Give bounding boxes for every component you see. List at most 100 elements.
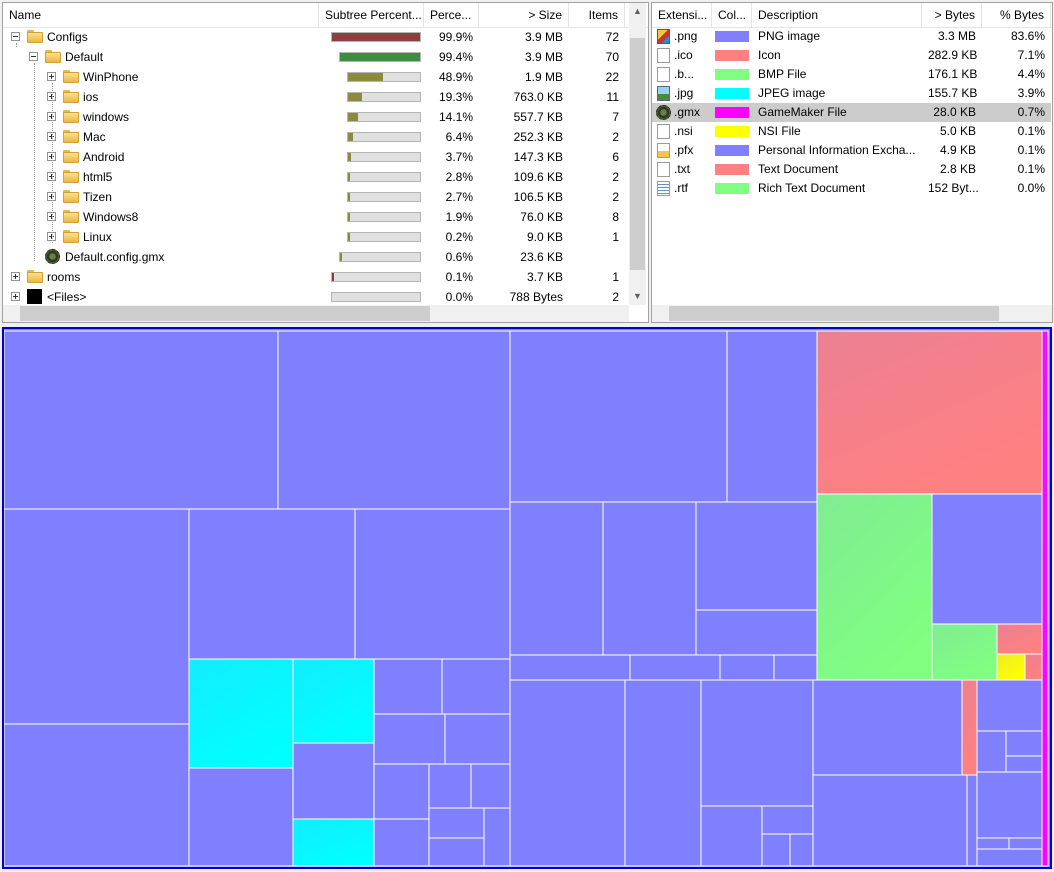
treemap-png-tile[interactable] [470, 763, 511, 809]
treemap-bmp-tile[interactable] [931, 623, 998, 681]
treemap-ico-tile[interactable] [816, 330, 1043, 495]
treemap-png-tile[interactable] [695, 609, 818, 656]
col-subtree-percent-header[interactable]: Subtree Percent... [319, 3, 424, 27]
treemap-png-tile[interactable] [428, 763, 472, 809]
col-description-header[interactable]: Description [752, 3, 922, 27]
treemap-png-tile[interactable] [966, 774, 978, 867]
treemap-png-tile[interactable] [976, 771, 1043, 839]
treemap-png-tile[interactable] [354, 508, 511, 660]
treemap-png-tile[interactable] [4, 723, 190, 867]
treemap-view[interactable] [2, 327, 1052, 869]
treemap-png-tile[interactable] [292, 742, 375, 820]
extension-horizontal-scrollbar[interactable] [652, 305, 1052, 322]
treemap-png-tile[interactable] [188, 767, 294, 867]
treemap-png-tile[interactable] [773, 654, 818, 681]
treemap-png-tile[interactable] [1005, 755, 1043, 773]
tree-row[interactable]: Default 99.4% 3.9 MB 70 [3, 47, 629, 67]
col-percent-header[interactable]: Perce... [424, 3, 479, 27]
extension-row[interactable]: .nsi NSI File 5.0 KB 0.1% [652, 122, 1051, 141]
treemap-ico-tile[interactable] [961, 679, 978, 776]
tree-row[interactable]: html5 2.8% 109.6 KB 2 [3, 167, 629, 187]
tree-row[interactable]: WinPhone 48.9% 1.9 MB 22 [3, 67, 629, 87]
treemap-png-tile[interactable] [483, 807, 511, 867]
tree-row[interactable]: Tizen 2.7% 106.5 KB 2 [3, 187, 629, 207]
col-size-header[interactable]: > Size [479, 3, 569, 27]
treemap-canvas[interactable] [4, 329, 1050, 867]
treemap-png-tile[interactable] [629, 654, 721, 681]
treemap-png-tile[interactable] [373, 658, 443, 715]
treemap-gmx-tile[interactable] [1041, 330, 1049, 867]
treemap-ico-tile[interactable] [1024, 653, 1043, 681]
tree-vscroll-thumb[interactable] [630, 38, 645, 270]
extension-list-pane[interactable]: Extensi... Col... Description > Bytes % … [651, 2, 1053, 323]
expand-icon[interactable] [47, 232, 56, 241]
col-name-header[interactable]: Name [3, 3, 319, 27]
treemap-png-tile[interactable] [695, 501, 818, 611]
treemap-png-tile[interactable] [976, 730, 1007, 773]
extension-row[interactable]: .gmx GameMaker File 28.0 KB 0.7% [652, 103, 1051, 122]
extension-row[interactable]: .txt Text Document 2.8 KB 0.1% [652, 160, 1051, 179]
treemap-png-tile[interactable] [624, 679, 702, 867]
collapse-icon[interactable] [29, 52, 38, 61]
extension-row[interactable]: .png PNG image 3.3 MB 83.6% [652, 27, 1051, 46]
col-color-header[interactable]: Col... [712, 3, 752, 27]
tree-vertical-scrollbar[interactable]: ▲ ▼ [629, 3, 646, 305]
treemap-png-tile[interactable] [509, 679, 626, 867]
extension-row[interactable]: .rtf Rich Text Document 152 Byt... 0.0% [652, 179, 1051, 198]
treemap-png-tile[interactable] [931, 493, 1043, 625]
expand-icon[interactable] [47, 172, 56, 181]
treemap-png-tile[interactable] [4, 330, 279, 510]
tree-row[interactable]: rooms 0.1% 3.7 KB 1 [3, 267, 629, 287]
treemap-jpg-tile[interactable] [292, 818, 375, 867]
treemap-png-tile[interactable] [373, 763, 430, 820]
expand-icon[interactable] [47, 112, 56, 121]
treemap-png-tile[interactable] [373, 713, 446, 765]
treemap-png-tile[interactable] [700, 679, 814, 807]
expand-icon[interactable] [47, 192, 56, 201]
treemap-png-tile[interactable] [789, 833, 814, 867]
tree-row[interactable]: Mac 6.4% 252.3 KB 2 [3, 127, 629, 147]
treemap-png-tile[interactable] [761, 805, 814, 835]
treemap-png-tile[interactable] [812, 679, 963, 776]
scroll-up-arrow-icon[interactable]: ▲ [633, 6, 642, 16]
treemap-png-tile[interactable] [373, 818, 430, 867]
directory-tree-pane[interactable]: Name Subtree Percent... Perce... > Size … [2, 2, 649, 323]
treemap-png-tile[interactable] [726, 330, 818, 503]
treemap-ico-tile[interactable] [996, 623, 1043, 655]
treemap-png-tile[interactable] [976, 848, 1043, 867]
tree-horizontal-scrollbar[interactable] [3, 305, 629, 322]
treemap-png-tile[interactable] [602, 501, 697, 656]
treemap-png-tile[interactable] [976, 679, 1043, 732]
treemap-bmp-tile[interactable] [816, 493, 933, 681]
treemap-png-tile[interactable] [976, 837, 1010, 850]
tree-row[interactable]: ios 19.3% 763.0 KB 11 [3, 87, 629, 107]
col-bytes-header[interactable]: > Bytes [922, 3, 982, 27]
treemap-png-tile[interactable] [441, 658, 511, 715]
extension-row[interactable]: .b... BMP File 176.1 KB 4.4% [652, 65, 1051, 84]
extension-row[interactable]: .pfx Personal Information Excha... 4.9 KB 0… [652, 141, 1051, 160]
treemap-png-tile[interactable] [188, 508, 356, 660]
col-percent-bytes-header[interactable]: % Bytes [982, 3, 1051, 27]
treemap-png-tile[interactable] [719, 654, 775, 681]
treemap-png-tile[interactable] [4, 508, 190, 725]
tree-row[interactable]: Configs 99.9% 3.9 MB 72 [3, 27, 629, 47]
treemap-png-tile[interactable] [428, 807, 485, 839]
treemap-png-tile[interactable] [444, 713, 511, 765]
tree-row[interactable]: windows 14.1% 557.7 KB 7 [3, 107, 629, 127]
expand-icon[interactable] [47, 132, 56, 141]
treemap-png-tile[interactable] [1008, 837, 1043, 850]
extension-hscroll-thumb[interactable] [669, 306, 999, 321]
expand-icon[interactable] [47, 72, 56, 81]
tree-row[interactable]: Default.config.gmx 0.6% 23.6 KB [3, 247, 629, 267]
expand-icon[interactable] [11, 292, 20, 301]
col-items-header[interactable]: Items [569, 3, 625, 27]
treemap-png-tile[interactable] [1005, 730, 1043, 757]
treemap-nsi-tile[interactable] [996, 653, 1026, 681]
treemap-png-tile[interactable] [509, 501, 604, 656]
collapse-icon[interactable] [11, 32, 20, 41]
tree-row[interactable]: Linux 0.2% 9.0 KB 1 [3, 227, 629, 247]
extension-row[interactable]: .ico Icon 282.9 KB 7.1% [652, 46, 1051, 65]
expand-icon[interactable] [11, 272, 20, 281]
treemap-png-tile[interactable] [812, 774, 968, 867]
treemap-jpg-tile[interactable] [188, 658, 294, 769]
